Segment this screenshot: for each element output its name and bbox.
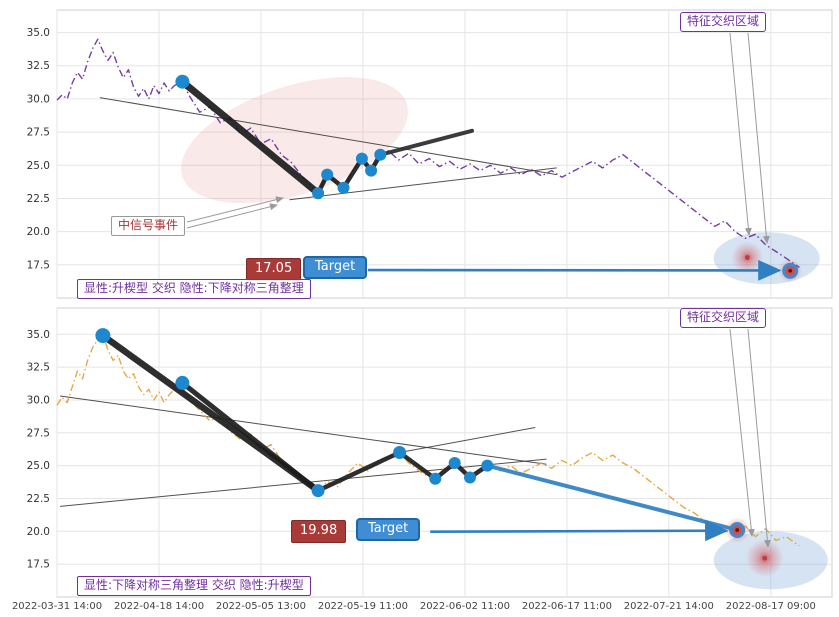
pivot-point (365, 164, 378, 177)
y-tick-label: 22.5 (27, 193, 50, 205)
y-tick-label: 20.0 (27, 526, 50, 538)
price-series-line (56, 38, 800, 269)
y-tick-label: 25.0 (27, 160, 50, 172)
glow-center-dot (745, 255, 750, 260)
trendline (289, 167, 557, 201)
region-pointer-arrow (747, 328, 771, 548)
signal-event-label: 中信号事件 (111, 216, 186, 236)
region-pointer-arrow (747, 32, 770, 244)
pivot-point (175, 375, 190, 390)
y-tick-label: 30.0 (27, 93, 50, 105)
target-price-bottom: 19.98 (291, 520, 347, 543)
signal-pointer-arrow (186, 196, 284, 223)
pivot-point (312, 187, 325, 200)
pattern-segment-line (178, 78, 322, 197)
region-pointer-arrow (729, 32, 752, 236)
pattern-segment-line (378, 128, 474, 157)
target-arrow (430, 520, 729, 542)
pivot-point (175, 74, 190, 89)
price-series-line (56, 334, 800, 547)
trendline (60, 395, 547, 465)
y-tick-label: 17.5 (27, 559, 50, 571)
pivot-point (355, 152, 368, 165)
target-marker-center (788, 268, 793, 273)
x-tick-label: 2022-05-05 13:00 (216, 601, 306, 612)
target-price-top: 17.05 (246, 258, 302, 281)
glow-center-dot (762, 555, 768, 561)
pattern-label-top: 显性:升楔型 交织 隐性:下降对称三角整理 (77, 279, 311, 299)
target-marker-center (735, 528, 740, 532)
target-button-top[interactable]: Target (303, 256, 368, 279)
x-tick-label: 2022-05-19 11:00 (318, 601, 408, 612)
y-tick-label: 32.5 (27, 60, 50, 72)
y-tick-label: 30.0 (27, 395, 50, 407)
feature-region-label-top: 特征交织区域 (680, 12, 767, 32)
trendline (99, 97, 557, 176)
feature-region-label-bottom: 特征交织区域 (680, 308, 767, 328)
pattern-segment-line (179, 380, 321, 494)
y-tick-label: 35.0 (27, 329, 50, 341)
pivot-point (448, 457, 461, 469)
y-tick-label: 27.5 (27, 427, 50, 439)
pivot-point (95, 328, 111, 344)
region-pointer-arrow (729, 328, 755, 537)
pivot-point (321, 168, 334, 181)
x-tick-label: 2022-03-31 14:00 (12, 601, 102, 612)
y-tick-label: 20.0 (27, 226, 50, 238)
x-tick-label: 2022-06-02 11:00 (420, 601, 510, 612)
y-tick-label: 25.0 (27, 460, 50, 472)
pivot-point (464, 471, 476, 484)
plot-area (56, 9, 833, 299)
y-tick-label: 22.5 (27, 493, 50, 505)
plot-area (56, 307, 833, 598)
pivot-point (429, 472, 442, 485)
y-tick-label: 27.5 (27, 127, 50, 139)
x-tick-label: 2022-08-17 09:00 (726, 601, 816, 612)
x-tick-label: 2022-07-21 14:00 (624, 601, 714, 612)
pattern-segment-line (485, 463, 740, 532)
y-tick-label: 17.5 (27, 259, 50, 271)
pattern-label-bottom: 显性:下降对称三角整理 交织 隐性:升楔型 (77, 576, 311, 596)
pivot-point (481, 459, 494, 472)
x-tick-label: 2022-04-18 14:00 (114, 601, 204, 612)
pivot-point (374, 148, 387, 161)
pivot-point (393, 446, 407, 459)
y-tick-label: 35.0 (27, 27, 50, 39)
pivot-point (311, 484, 325, 498)
x-tick-label: 2022-06-17 11:00 (522, 601, 612, 612)
signal-pointer-arrow (186, 203, 278, 229)
trendline (399, 427, 536, 453)
y-tick-label: 32.5 (27, 362, 50, 374)
target-button-bottom[interactable]: Target (356, 518, 421, 541)
pivot-point (337, 181, 350, 194)
